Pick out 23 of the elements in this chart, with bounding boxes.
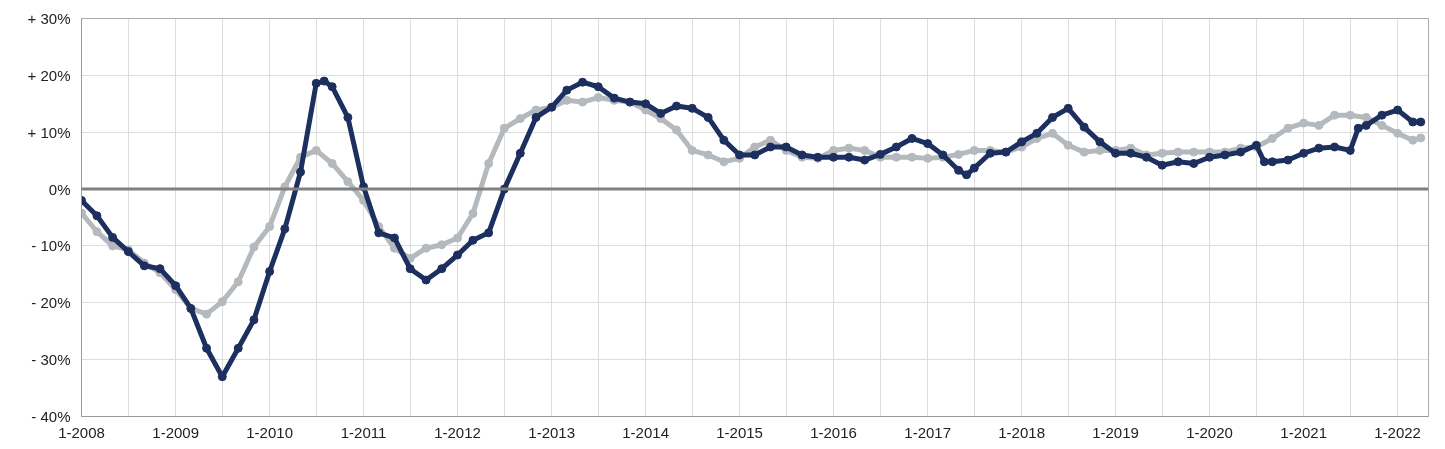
x-tick-label: 1-2015 <box>716 423 763 441</box>
x-tick-label: 1-2017 <box>904 423 952 441</box>
x-tick-label: 1-2022 <box>1374 423 1421 441</box>
y-tick-label: + 10% <box>27 123 71 141</box>
x-tick-label: 1-2020 <box>1186 423 1233 441</box>
x-tick-label: 1-2021 <box>1280 423 1328 441</box>
x-tick-label: 1-2018 <box>998 423 1045 441</box>
y-tick-label: + 20% <box>27 66 71 84</box>
y-tick-label: 0% <box>48 180 71 198</box>
x-tick-label: 1-2009 <box>152 423 200 441</box>
x-tick-label: 1-2013 <box>528 423 576 441</box>
x-tick-label: 1-2008 <box>58 423 105 441</box>
x-tick-label: 1-2011 <box>340 423 387 441</box>
y-tick-label: + 30% <box>27 10 71 27</box>
y-tick-label: - 40% <box>31 408 71 425</box>
x-tick-label: 1-2014 <box>622 423 669 441</box>
y-tick-label: - 20% <box>31 294 71 312</box>
y-tick-label: - 30% <box>31 351 71 369</box>
x-tick-label: 1-2019 <box>1092 423 1139 441</box>
y-tick-label: - 10% <box>31 237 71 255</box>
x-tick-label: 1-2016 <box>810 423 857 441</box>
x-tick-label: 1-2012 <box>434 423 481 441</box>
x-tick-label: 1-2010 <box>246 423 293 441</box>
